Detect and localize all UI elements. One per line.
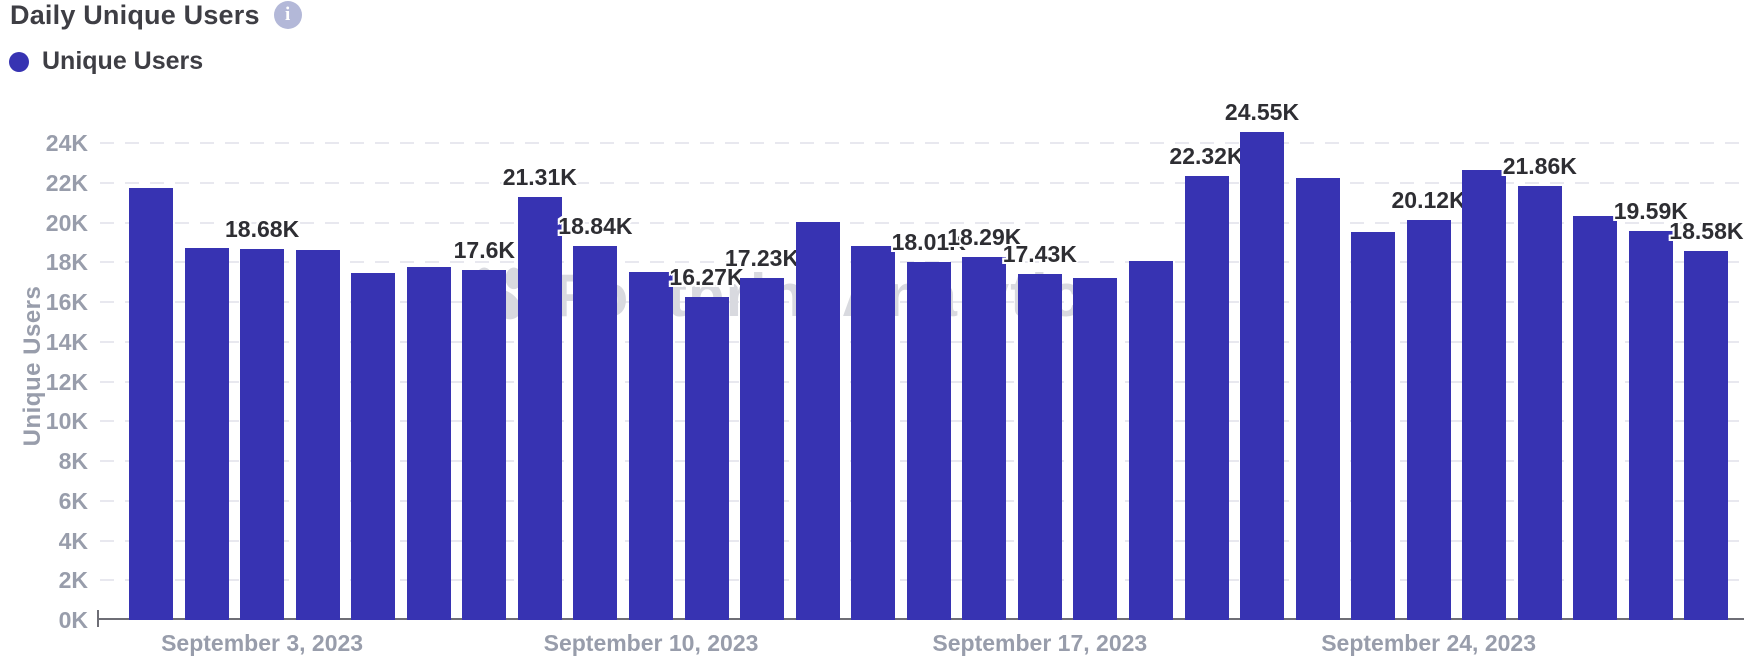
y-tick-label: 4K xyxy=(58,527,88,554)
bar[interactable] xyxy=(129,187,173,620)
bar[interactable] xyxy=(1128,260,1173,620)
bar[interactable] xyxy=(1295,178,1340,620)
bar-value-label: 20.12K xyxy=(1391,187,1466,214)
bar[interactable] xyxy=(517,196,562,620)
legend-dot-icon xyxy=(9,51,29,72)
info-icon-glyph: i xyxy=(285,3,291,25)
y-tick-label: 16K xyxy=(45,289,88,315)
bar-value-label: 22.32K xyxy=(1169,143,1244,170)
x-axis-start-tick xyxy=(97,610,99,627)
bar[interactable] xyxy=(906,262,951,620)
bar[interactable] xyxy=(1184,176,1229,620)
bar[interactable] xyxy=(1517,185,1562,620)
y-tick-label: 8K xyxy=(58,448,88,474)
bar[interactable] xyxy=(462,270,507,620)
bar-value-label: 21.86K xyxy=(1502,152,1577,179)
y-tick-label: 2K xyxy=(58,567,88,594)
bar[interactable] xyxy=(1406,220,1451,620)
bar-value-label: 18.84K xyxy=(558,212,633,239)
legend[interactable]: Unique Users xyxy=(9,47,203,76)
bar-value-label: 24.55K xyxy=(1224,99,1300,126)
y-tick-label: 18K xyxy=(45,249,88,276)
bar-value-label: 17.43K xyxy=(1002,240,1077,267)
y-tick-label: 20K xyxy=(45,209,88,236)
bar[interactable] xyxy=(1240,132,1284,620)
bar-value-label: 18.68K xyxy=(225,215,300,242)
x-tick-label: September 10, 2023 xyxy=(543,630,759,656)
legend-label: Unique Users xyxy=(42,47,204,75)
y-tick-label: 6K xyxy=(58,487,88,514)
info-icon[interactable]: i xyxy=(273,0,302,29)
y-tick-label: 0K xyxy=(58,607,88,633)
bar-value-label: 17.23K xyxy=(724,244,800,271)
bar-value-label: 16.27K xyxy=(669,263,744,290)
bar[interactable] xyxy=(962,256,1007,620)
plot-area: Footprint Analytics 18.68K17.6K21.31K18.… xyxy=(100,99,1744,620)
bar[interactable] xyxy=(851,246,896,620)
bar-value-label: 21.31K xyxy=(502,163,577,190)
bar[interactable] xyxy=(406,266,451,620)
page-title: Daily Unique Users xyxy=(10,0,260,30)
bar[interactable] xyxy=(1017,273,1062,620)
bar[interactable] xyxy=(795,222,840,620)
x-tick-label: September 17, 2023 xyxy=(932,630,1148,656)
bar-value-label: 18.58K xyxy=(1669,217,1744,244)
bar-value-label: 19.59K xyxy=(1613,197,1688,224)
bar[interactable] xyxy=(184,248,229,620)
bars-layer: 18.68K 17.6K 21.31K 18.84K 16.27K 17.23K 18.01… xyxy=(100,99,1744,620)
gridline xyxy=(100,142,1744,144)
bar[interactable] xyxy=(1462,169,1507,620)
bar-value-label: 18.29K xyxy=(947,223,1022,250)
bar[interactable] xyxy=(740,277,784,620)
bar[interactable] xyxy=(684,296,729,620)
bar[interactable] xyxy=(295,250,340,620)
bar[interactable] xyxy=(1073,278,1118,620)
bar-value-label: 18.01K xyxy=(891,229,966,256)
bar[interactable] xyxy=(1684,250,1729,620)
bar[interactable] xyxy=(351,273,396,620)
x-tick-label: September 3, 2023 xyxy=(161,630,364,656)
y-tick-label: 14K xyxy=(45,328,88,355)
bar-value-label: 17.6K xyxy=(453,237,515,264)
gridline xyxy=(100,181,1744,184)
y-tick-label: 10K xyxy=(45,408,88,435)
bar[interactable] xyxy=(629,271,673,620)
y-tick-label: 24K xyxy=(45,130,88,156)
bar[interactable] xyxy=(240,248,285,620)
gridline xyxy=(100,221,1744,224)
bar[interactable] xyxy=(1351,232,1396,620)
y-tick-label: 22K xyxy=(45,169,88,196)
bar[interactable] xyxy=(1628,230,1673,620)
bar[interactable] xyxy=(1573,216,1618,620)
chart-header: Daily Unique Users i xyxy=(10,0,302,31)
bar[interactable] xyxy=(573,245,618,620)
y-tick-label: 12K xyxy=(45,368,88,395)
x-tick-label: September 24, 2023 xyxy=(1321,630,1536,656)
